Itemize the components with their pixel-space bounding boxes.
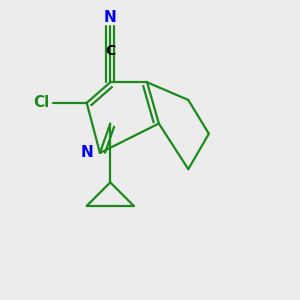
- Text: N: N: [104, 10, 117, 25]
- Text: N: N: [80, 146, 93, 160]
- Text: C: C: [105, 44, 116, 58]
- Text: Cl: Cl: [34, 95, 50, 110]
